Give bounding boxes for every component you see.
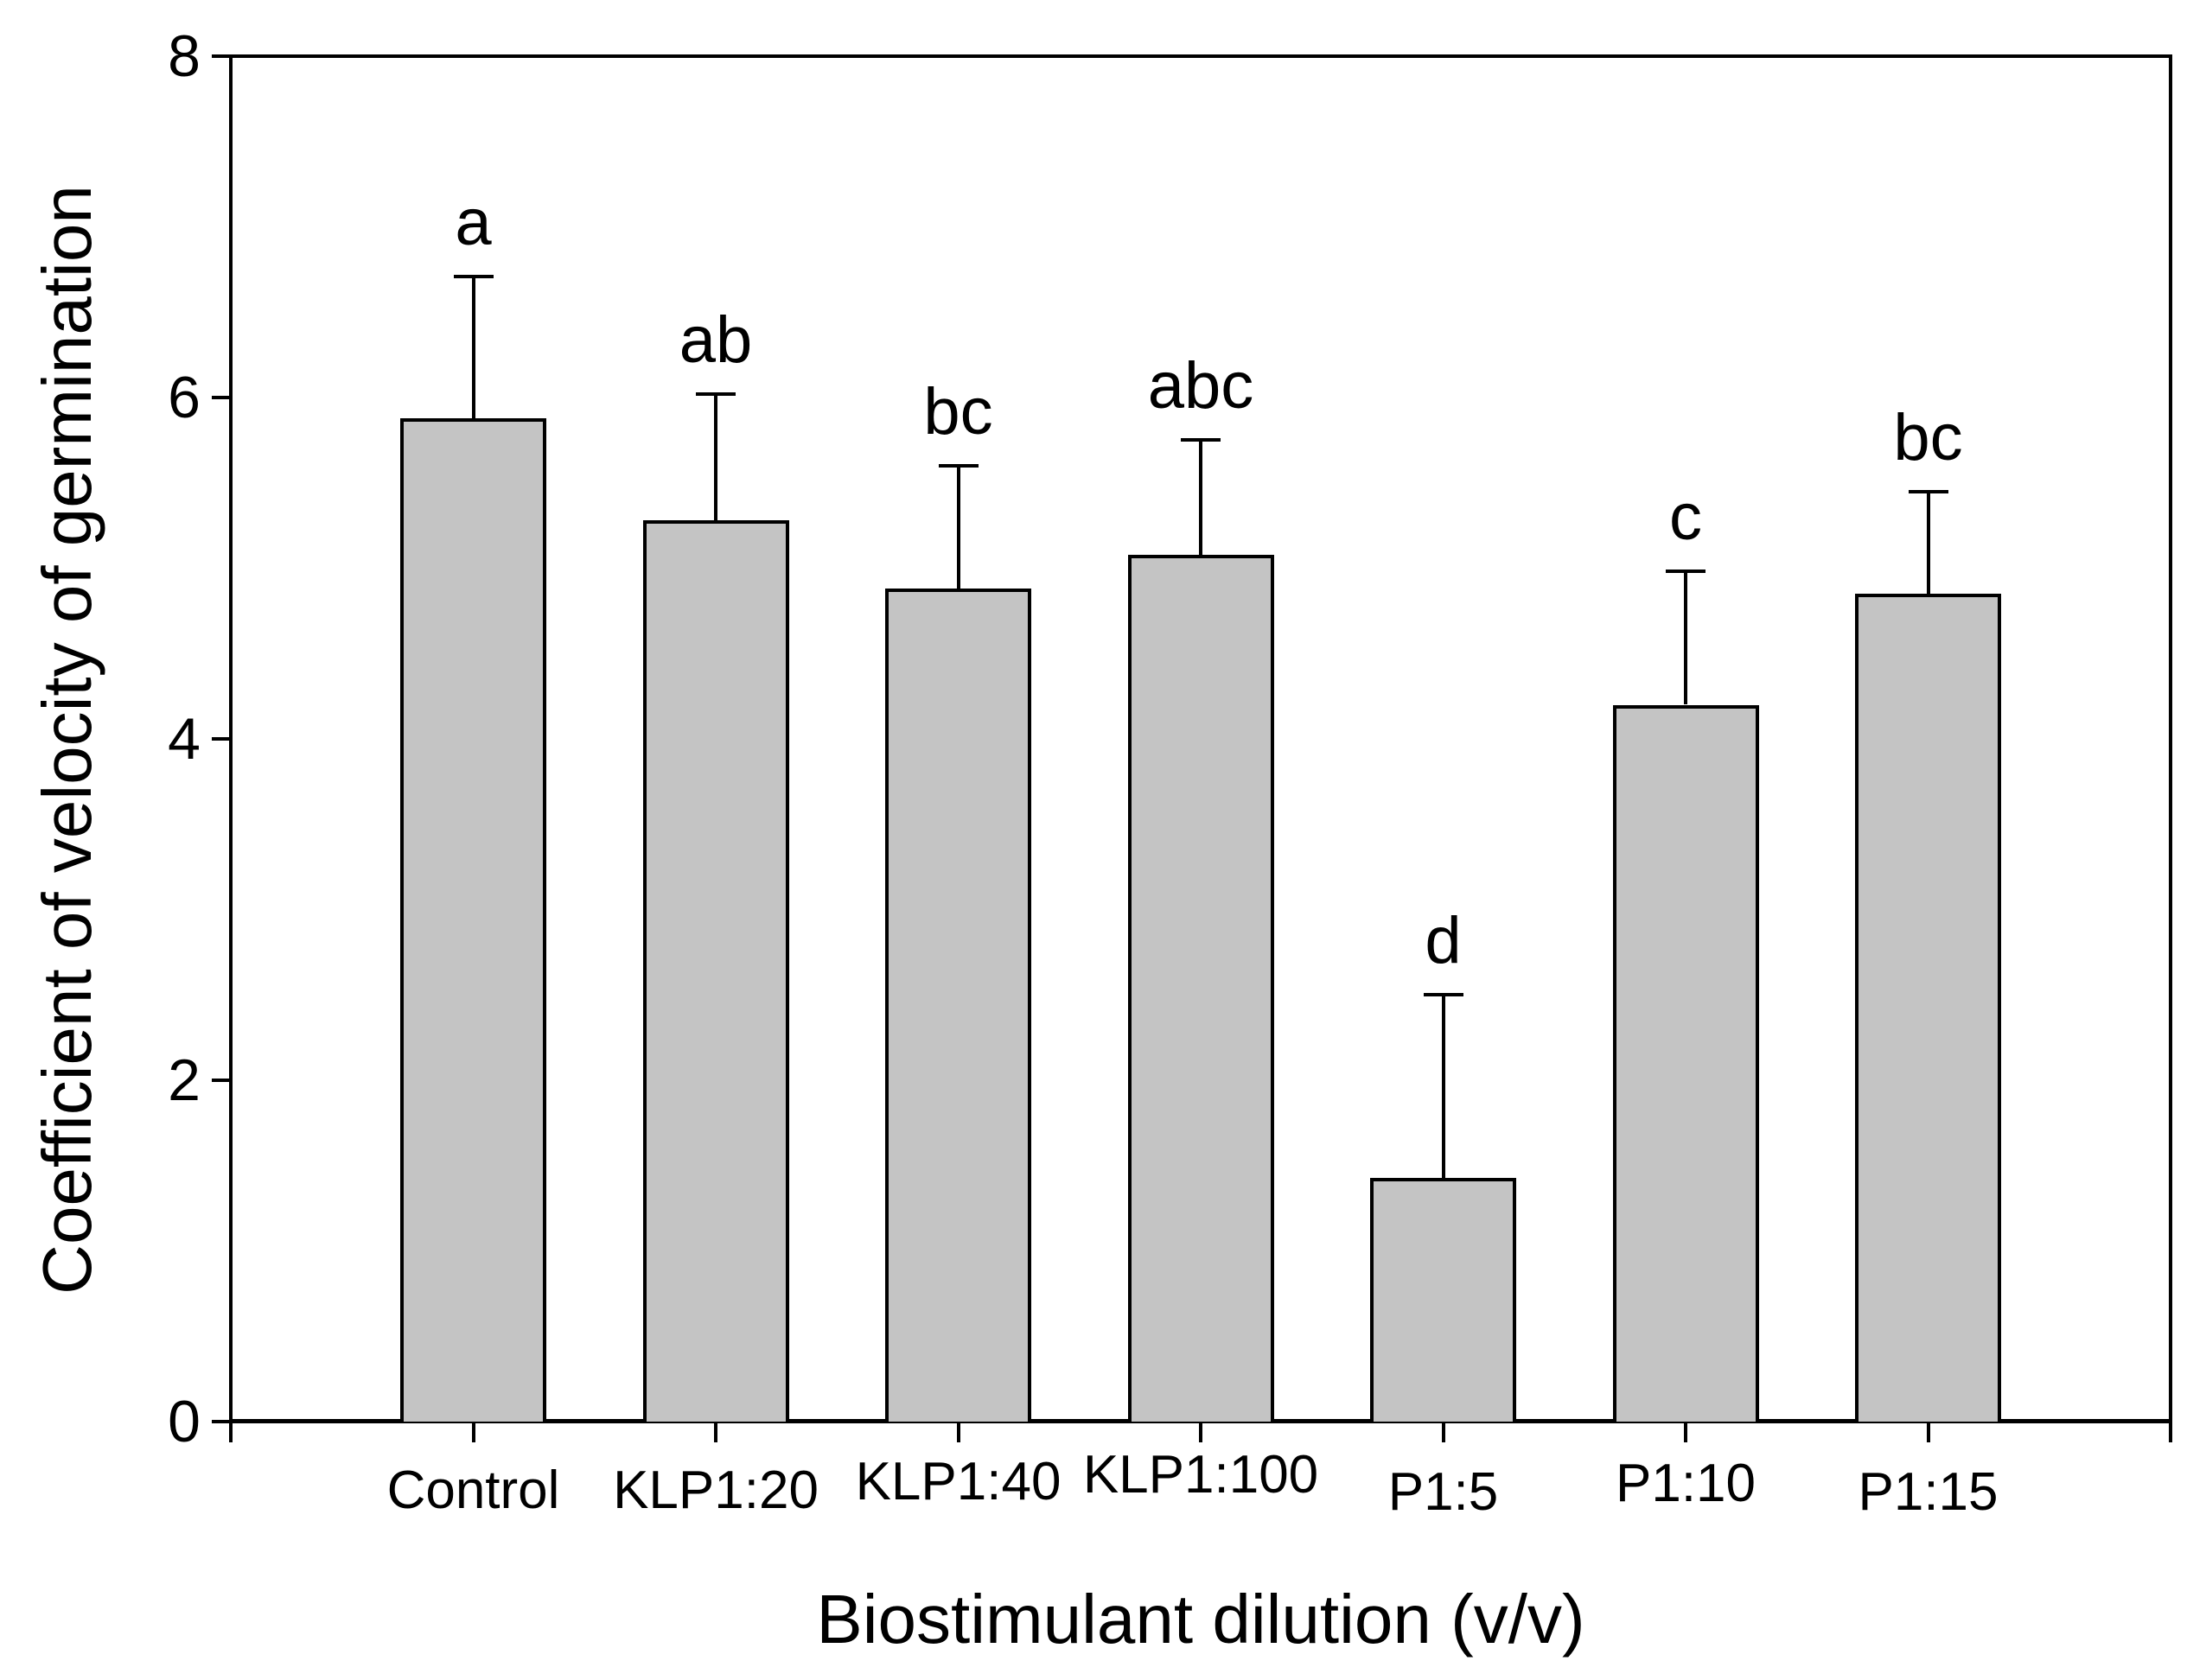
x-category-label: P1:10 (1615, 1454, 1757, 1513)
significance-letter: a (455, 185, 492, 259)
error-bar-stem (471, 274, 475, 418)
significance-letter: c (1669, 480, 1702, 555)
bar (400, 417, 546, 1422)
significance-letter: bc (923, 375, 993, 449)
x-category-label: P1:15 (1858, 1462, 1999, 1522)
x-category-label: P1:5 (1387, 1462, 1499, 1522)
bar (1612, 704, 1759, 1422)
error-bar-cap (1181, 438, 1221, 442)
x-axis-tick (471, 1422, 475, 1442)
y-tick-label: 6 (168, 365, 201, 430)
x-category-label: KLP1:100 (1082, 1445, 1319, 1505)
bar (642, 520, 789, 1422)
y-tick-label: 0 (168, 1389, 201, 1454)
bar (885, 589, 1031, 1422)
y-axis-tick (212, 396, 231, 399)
x-axis-tick (1684, 1422, 1687, 1442)
x-category-label: KLP1:20 (613, 1460, 819, 1520)
error-bar-cap (1423, 993, 1463, 997)
error-bar-stem (956, 464, 960, 589)
x-category-label: KLP1:40 (855, 1452, 1062, 1511)
error-bar-cap (1908, 489, 1948, 493)
y-axis-tick (212, 1079, 231, 1082)
y-axis-tick (212, 737, 231, 741)
y-tick-label: 8 (168, 23, 201, 89)
error-bar-cap (938, 464, 979, 468)
x-axis-tick (1199, 1422, 1202, 1442)
error-bar-cap (1666, 570, 1706, 574)
y-tick-label: 2 (168, 1047, 201, 1113)
x-axis-corner-tick (229, 1422, 233, 1442)
error-bar-cap (453, 274, 494, 278)
x-axis-title: Biostimulant dilution (v/v) (816, 1581, 1585, 1658)
error-bar-stem (1441, 993, 1445, 1178)
error-bar-cap (696, 392, 736, 397)
significance-letter: abc (1147, 349, 1254, 423)
bar (1127, 554, 1274, 1422)
y-axis-tick (212, 1420, 231, 1423)
x-axis-tick (714, 1422, 717, 1442)
error-bar-stem (1199, 438, 1202, 555)
x-axis-corner-tick (2169, 1422, 2172, 1442)
error-bar-stem (1926, 489, 1930, 595)
error-bar-stem (1684, 570, 1687, 705)
x-axis-tick (1926, 1422, 1930, 1442)
y-axis-tick (212, 54, 231, 58)
x-category-label: Control (386, 1460, 560, 1520)
significance-letter: ab (679, 303, 753, 378)
significance-letter: bc (1893, 400, 1963, 474)
y-axis-title: Coefficient of velocity of germination (29, 185, 105, 1295)
y-tick-label: 4 (168, 706, 201, 772)
bar (1855, 594, 2001, 1422)
significance-letter: d (1425, 904, 1462, 978)
x-axis-tick (956, 1422, 960, 1442)
bar (1370, 1177, 1516, 1422)
x-axis-tick (1441, 1422, 1445, 1442)
error-bar-stem (714, 392, 717, 521)
